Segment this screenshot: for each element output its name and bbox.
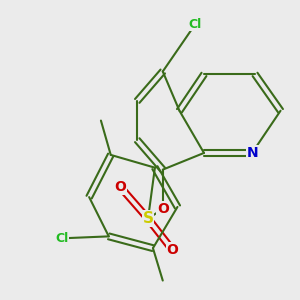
Text: S: S — [142, 211, 154, 226]
Text: O: O — [167, 243, 178, 257]
Text: O: O — [157, 202, 169, 216]
Text: Cl: Cl — [188, 18, 202, 31]
Text: O: O — [115, 180, 127, 194]
Text: Cl: Cl — [55, 232, 68, 245]
Text: N: N — [246, 146, 258, 160]
